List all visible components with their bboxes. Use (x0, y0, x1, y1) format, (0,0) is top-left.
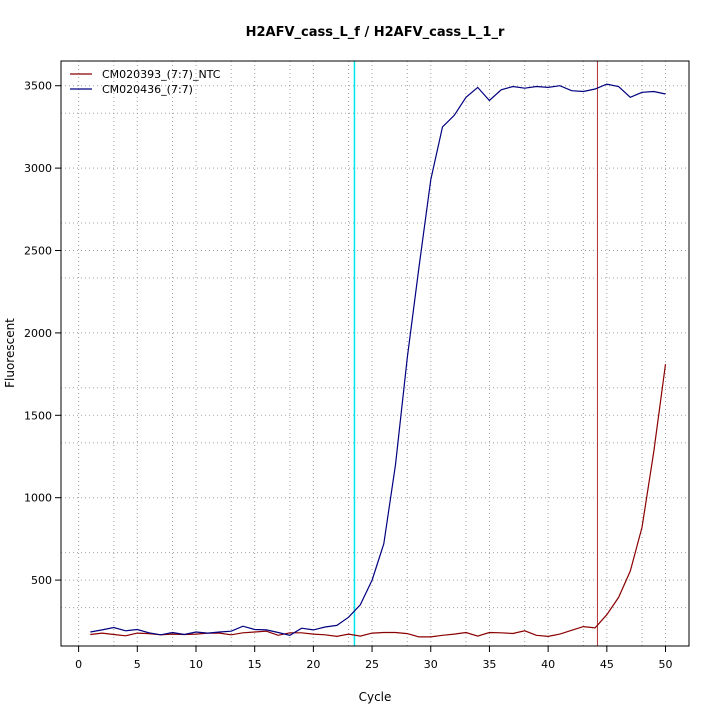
x-tick-label: 0 (75, 658, 82, 671)
x-tick-label: 50 (659, 658, 673, 671)
series-line (90, 83, 666, 636)
y-axis: 500 1000 1500 2000 2500 3000 3500 (24, 80, 61, 587)
x-tick-label: 5 (134, 658, 141, 671)
y-axis-label: Fluorescent (3, 318, 17, 388)
x-tick-label: 30 (424, 658, 438, 671)
x-tick-label: 10 (189, 658, 203, 671)
y-tick-label: 2500 (24, 245, 52, 258)
x-axis-label: Cycle (359, 690, 392, 704)
series-layer (90, 83, 667, 638)
threshold-lines (353, 61, 598, 646)
y-tick-label: 3000 (24, 162, 52, 175)
legend: CM020393_(7:7)_NTC CM020436_(7:7) (70, 68, 221, 96)
x-tick-label: 15 (248, 658, 262, 671)
y-tick-label: 3500 (24, 80, 52, 93)
y-tick-label: 1500 (24, 409, 52, 422)
y-tick-label: 1000 (24, 492, 52, 505)
x-axis: 0 5 10 15 20 25 30 35 40 45 50 (75, 646, 673, 671)
legend-entry: CM020436_(7:7) (102, 83, 193, 96)
y-tick-label: 2000 (24, 327, 52, 340)
plot-frame (60, 60, 690, 647)
legend-entry: CM020393_(7:7)_NTC (102, 68, 221, 81)
x-tick-label: 35 (482, 658, 496, 671)
x-tick-label: 40 (541, 658, 555, 671)
x-tick-label: 45 (600, 658, 614, 671)
chart-title: H2AFV_cass_L_f / H2AFV_cass_L_1_r (246, 25, 505, 40)
y-tick-label: 500 (31, 574, 52, 587)
x-tick-label: 20 (306, 658, 320, 671)
x-tick-label: 25 (365, 658, 379, 671)
